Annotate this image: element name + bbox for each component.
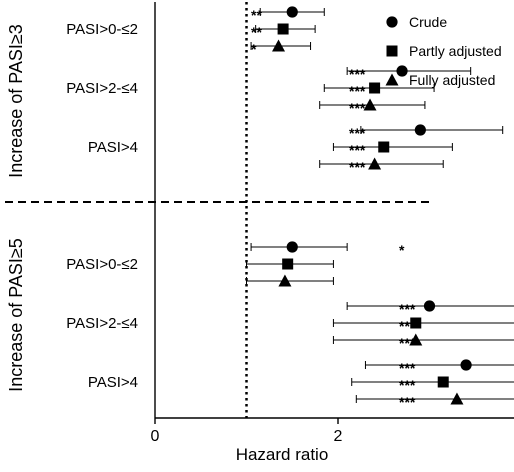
- x-axis-title: Hazard ratio: [236, 445, 329, 464]
- significance-label: ***: [399, 335, 416, 351]
- panel: Increase of PASI≥5 PASI>0-≤2 * PASI>2-≤4 ***…: [6, 238, 514, 410]
- panel-label: Increase of PASI≥3: [6, 24, 26, 178]
- axes: 0246Hazard ratio: [5, 2, 514, 464]
- panel: Increase of PASI≥3 PASI>0-≤2*****PASI>2-≤…: [6, 6, 504, 178]
- point-circle: [286, 6, 298, 18]
- legend-label: Crude: [409, 14, 447, 30]
- point-circle: [414, 124, 426, 136]
- point-circle: [396, 65, 408, 77]
- legend-label: Fully adjusted: [409, 72, 495, 88]
- point-triangle: [272, 39, 286, 52]
- point-square: [369, 82, 381, 94]
- point-square: [410, 317, 422, 329]
- legend-label: Partly adjusted: [409, 43, 502, 59]
- significance-label: ***: [349, 125, 366, 141]
- panels: Increase of PASI≥3 PASI>0-≤2*****PASI>2-≤…: [6, 6, 514, 410]
- significance-label: ***: [349, 142, 366, 158]
- legend-item: Crude: [386, 14, 447, 30]
- legend-marker-circle: [386, 16, 398, 28]
- category-label: PASI>4: [88, 374, 138, 391]
- group: PASI>2-≤4*********: [66, 65, 472, 116]
- group: PASI>2-≤4*********: [66, 300, 514, 351]
- panel-label: Increase of PASI≥5: [6, 238, 26, 392]
- legend-marker-square: [386, 45, 398, 57]
- group: PASI>4*********: [88, 124, 504, 175]
- point-triangle: [409, 333, 423, 346]
- category-label: PASI>0-≤2: [66, 21, 138, 38]
- point-square: [282, 258, 294, 270]
- category-label: PASI>2-≤4: [66, 80, 138, 97]
- significance-label: ***: [349, 100, 366, 116]
- significance-label: ***: [399, 394, 416, 410]
- category-label: PASI>2-≤4: [66, 315, 138, 332]
- legend-marker-triangle: [385, 73, 399, 86]
- significance-label: ***: [349, 159, 366, 175]
- significance-label: ***: [399, 301, 416, 317]
- point-triangle: [278, 274, 292, 287]
- significance-label: *: [251, 41, 257, 57]
- significance-label: ***: [399, 318, 416, 334]
- significance-label: **: [251, 7, 262, 23]
- category-label: PASI>0-≤2: [66, 256, 138, 273]
- group: PASI>0-≤2*****: [66, 6, 325, 57]
- point-circle: [286, 241, 298, 253]
- significance-label: ***: [349, 83, 366, 99]
- x-tick-label: 2: [334, 428, 343, 445]
- significance-label: ***: [399, 377, 416, 393]
- point-triangle: [363, 98, 377, 111]
- legend-item: Partly adjusted: [386, 43, 502, 59]
- category-label: PASI>4: [88, 139, 138, 156]
- significance-label: ***: [349, 66, 366, 82]
- legend-item: Fully adjusted: [385, 72, 495, 88]
- point-square: [378, 141, 390, 153]
- legend: Crude Partly adjusted Fully adjusted: [385, 14, 502, 88]
- point-triangle: [450, 392, 464, 405]
- significance-label: ***: [399, 360, 416, 376]
- point-square: [277, 23, 289, 35]
- significance-label: **: [251, 24, 262, 40]
- group: PASI>4*********: [88, 359, 514, 410]
- point-triangle: [368, 157, 382, 170]
- significance-label: *: [399, 242, 405, 258]
- point-square: [437, 376, 449, 388]
- point-circle: [423, 300, 436, 312]
- x-tick-label: 0: [151, 428, 160, 445]
- point-circle: [460, 359, 472, 371]
- group: PASI>0-≤2 *: [66, 241, 405, 287]
